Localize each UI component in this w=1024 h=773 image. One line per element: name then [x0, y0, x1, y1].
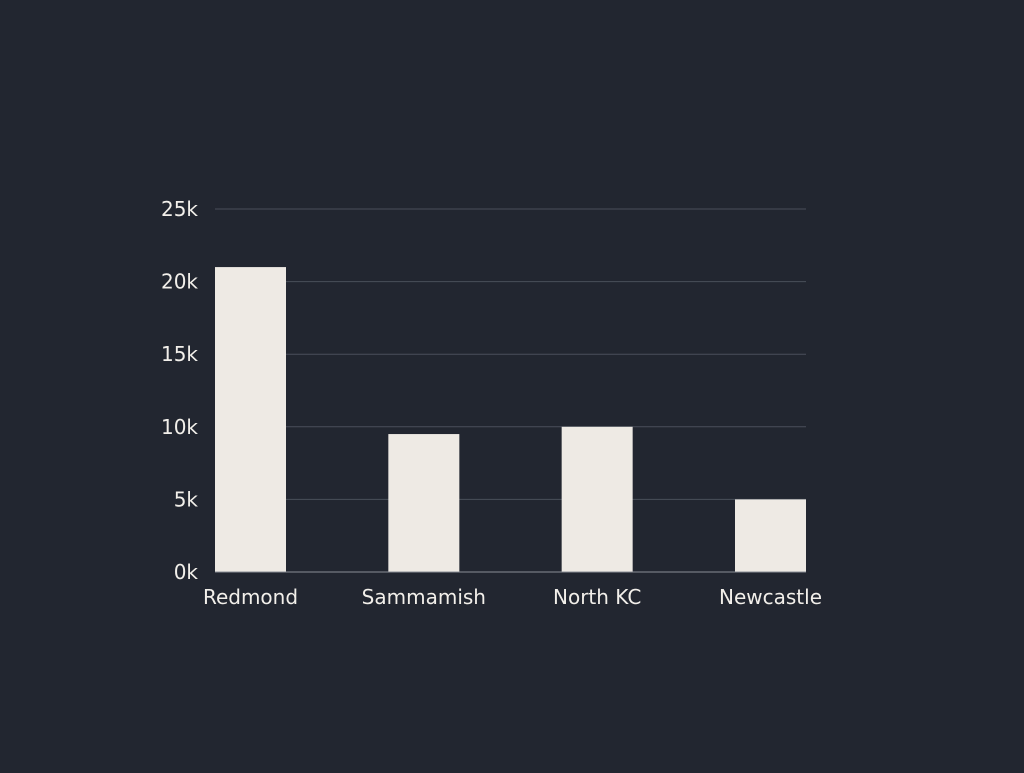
y-tick-label: 25k [161, 197, 198, 221]
y-tick-label: 20k [161, 270, 198, 294]
x-tick-labels: Redmond Sammamish North KC Newcastle [203, 585, 822, 609]
bars [215, 267, 806, 572]
x-tick-label: Redmond [203, 585, 298, 609]
y-tick-label: 15k [161, 342, 198, 366]
x-tick-label: Sammamish [362, 585, 486, 609]
y-tick-label: 5k [174, 487, 199, 511]
gridlines [215, 208, 806, 500]
y-tick-labels: 0k 5k 10k 15k 20k 25k [161, 197, 198, 584]
x-tick-label: Newcastle [719, 585, 822, 609]
x-tick-label: North KC [553, 585, 641, 609]
bar [215, 267, 286, 572]
bar [561, 426, 633, 572]
bar [388, 434, 460, 572]
y-tick-label: 10k [161, 415, 198, 439]
y-tick-label: 0k [174, 560, 199, 584]
bar [735, 499, 806, 572]
